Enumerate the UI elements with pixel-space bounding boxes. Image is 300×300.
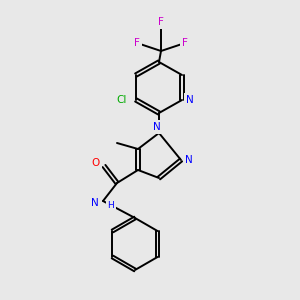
Text: H: H — [108, 202, 114, 211]
Text: O: O — [92, 158, 100, 168]
Text: N: N — [153, 122, 161, 132]
Text: N: N — [185, 155, 193, 165]
Text: F: F — [134, 38, 140, 48]
Text: N: N — [186, 95, 194, 105]
Text: N: N — [91, 198, 99, 208]
Text: Cl: Cl — [117, 95, 127, 105]
Text: F: F — [182, 38, 188, 48]
Text: F: F — [158, 17, 164, 27]
